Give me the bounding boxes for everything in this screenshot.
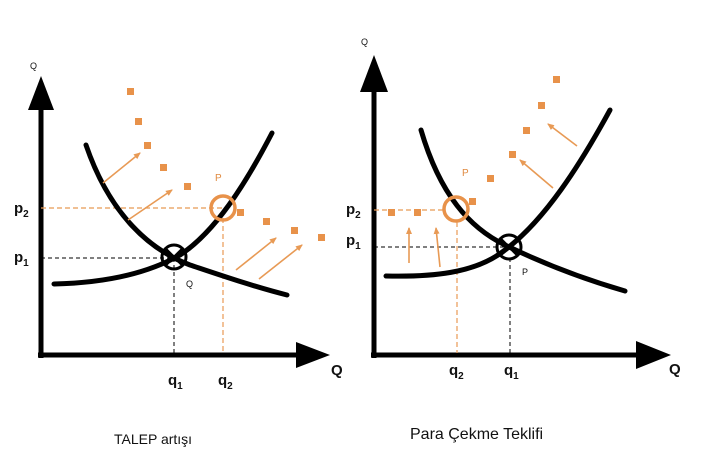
right-dot-4 (487, 175, 494, 182)
left-dot-3 (144, 142, 151, 149)
right-p2-label: p2 (346, 201, 361, 221)
right-shifted-supply-dots (388, 76, 560, 216)
left-shift-arrow-2 (127, 189, 173, 221)
right-p1-label: p1 (346, 232, 361, 252)
right-q1-label: q1 (504, 362, 519, 382)
left-dot-8 (291, 227, 298, 234)
left-y-axis-label: Q (30, 61, 37, 71)
right-new-point-label: P (462, 168, 469, 179)
left-demand-curve (83, 142, 290, 298)
left-new-point-label: P (215, 173, 222, 184)
right-original-equilibrium-cross-b (500, 238, 518, 256)
right-dot-5 (509, 151, 516, 158)
left-y-arrowhead (28, 76, 54, 110)
right-shift-arrows (406, 123, 578, 268)
left-dot-2 (135, 118, 142, 125)
left-original-point-label: Q (186, 279, 193, 289)
right-y-axis-label: Q (361, 37, 368, 47)
left-shift-arrows (102, 152, 303, 280)
left-shifted-demand-dots (127, 88, 325, 241)
left-new-equilibrium-marker (209, 194, 237, 222)
right-caption: Para Çekme Teklifi (410, 426, 543, 443)
left-shift-arrow-4 (258, 244, 303, 280)
left-supply-curve (51, 130, 275, 287)
right-y-arrowhead (360, 55, 388, 92)
right-original-point-label: P (522, 267, 528, 277)
right-shift-arrow-3 (519, 159, 554, 189)
left-dot-1 (127, 88, 134, 95)
right-panel: Q Q P P (346, 37, 681, 443)
right-dot-7 (538, 102, 545, 109)
left-shift-arrow-1 (102, 152, 141, 184)
right-dot-8 (553, 76, 560, 83)
left-x-axis-label: Q (331, 362, 343, 379)
left-original-equilibrium-cross-b (165, 248, 183, 266)
left-dot-4 (160, 164, 167, 171)
left-caption: TALEP artışı (114, 431, 192, 447)
right-shift-arrow-4 (547, 123, 578, 147)
right-shift-arrow-2 (433, 227, 441, 268)
right-q2-label: q2 (449, 362, 464, 382)
right-x-axis-label: Q (669, 361, 681, 378)
left-dot-6 (237, 209, 244, 216)
left-shift-arrow-3 (235, 237, 277, 271)
left-dot-7 (263, 218, 270, 225)
left-q1-label: q1 (168, 372, 183, 392)
left-dot-9 (318, 234, 325, 241)
right-original-equilibrium-marker (495, 233, 523, 261)
left-q2-label: q2 (218, 372, 233, 392)
right-dot-3 (469, 198, 476, 205)
right-demand-curve (418, 127, 628, 294)
left-p2-label: p2 (14, 200, 29, 220)
left-p1-label: p1 (14, 249, 29, 269)
right-dot-1 (388, 209, 395, 216)
left-original-equilibrium-marker (160, 243, 188, 271)
left-panel: Q Q Q P (14, 61, 343, 447)
left-x-arrowhead (296, 342, 330, 368)
right-new-equilibrium-marker (442, 195, 470, 223)
right-dot-2 (414, 209, 421, 216)
left-dot-5 (184, 183, 191, 190)
right-x-arrowhead (636, 341, 671, 369)
right-dot-6 (523, 127, 530, 134)
